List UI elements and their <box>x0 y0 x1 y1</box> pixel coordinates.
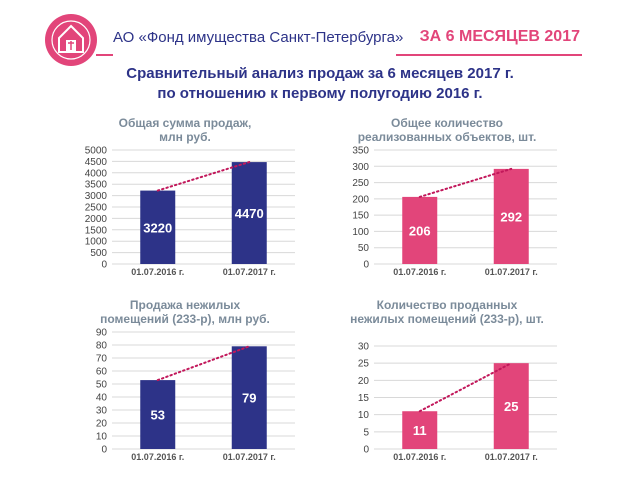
trend-line <box>156 345 251 382</box>
bar-value-label: 292 <box>500 209 522 224</box>
y-tick-label: 1000 <box>85 237 108 248</box>
y-tick-label: 500 <box>90 248 107 259</box>
y-tick-label: 3000 <box>85 191 108 202</box>
y-tick-label: 1500 <box>85 225 108 236</box>
report-period: ЗА 6 МЕСЯЦЕВ 2017 <box>419 28 580 45</box>
y-tick-label: 0 <box>101 260 107 271</box>
x-category-label: 01.07.2017 г. <box>223 267 276 277</box>
header-divider-right <box>396 54 582 56</box>
bar <box>493 363 529 449</box>
y-tick-label: 2500 <box>85 203 108 214</box>
y-tick-label: 30 <box>96 406 108 417</box>
y-tick-label: 5 <box>363 427 369 438</box>
x-category-label: 01.07.2017 г. <box>223 452 276 462</box>
x-category-label: 01.07.2017 г. <box>485 452 538 462</box>
chart-title-line-1: Общее количество <box>390 116 503 130</box>
bar-value-label: 4470 <box>235 206 264 221</box>
main-title-line-2: по отношению к первому полугодию 2016 г. <box>157 85 483 102</box>
chart-svg: 0 10 20 30 40 50 60 70 80 90 53 01.07.2016 г. 79 01.0… <box>96 328 295 462</box>
y-tick-label: 50 <box>96 380 108 391</box>
x-category-label: 01.07.2016 г. <box>393 452 446 462</box>
header-divider-left <box>96 54 113 56</box>
chart-svg: 0500100015002000250030003500400045005000… <box>85 146 295 277</box>
chart-nonresidential-sales: Продажа нежилых помещений (233-р), млн р… <box>60 292 310 477</box>
y-tick-label: 4500 <box>85 157 108 168</box>
y-tick-label: 20 <box>96 419 108 430</box>
chart-title: Количество проданных нежилых помещений (… <box>322 298 572 326</box>
y-tick-label: 90 <box>96 328 108 339</box>
bar <box>140 380 176 449</box>
y-tick-label: 80 <box>96 341 108 352</box>
bar <box>231 346 267 449</box>
y-tick-label: 50 <box>358 243 370 254</box>
trend-line <box>156 161 251 192</box>
y-tick-label: 0 <box>363 445 369 456</box>
y-tick-label: 40 <box>96 393 108 404</box>
x-category-label: 01.07.2017 г. <box>485 267 538 277</box>
bar-value-label: 25 <box>504 399 518 414</box>
chart-title-line-2: нежилых помещений (233-р), шт. <box>350 312 544 326</box>
y-tick-label: 70 <box>96 354 108 365</box>
y-tick-label: 100 <box>352 227 369 238</box>
bar-value-label: 53 <box>151 408 165 423</box>
chart-svg: 0 50 100 150 200 250 300 350 206 01.07.2016 г. 292… <box>352 146 557 277</box>
bar <box>140 190 176 264</box>
x-category-label: 01.07.2016 г. <box>393 267 446 277</box>
main-title-line-1: Сравнительный анализ продаж за 6 месяцев… <box>126 65 514 82</box>
y-tick-label: 2000 <box>85 214 108 225</box>
bar-value-label: 3220 <box>143 220 172 235</box>
trend-line <box>418 167 513 198</box>
y-tick-label: 5000 <box>85 146 108 157</box>
y-tick-label: 150 <box>352 211 369 222</box>
y-tick-label: 25 <box>358 359 370 370</box>
chart-title: Общая сумма продаж, млн руб. <box>60 116 310 144</box>
chart-nonresidential-count: Количество проданных нежилых помещений (… <box>322 292 572 477</box>
chart-title-line-2: млн руб. <box>159 130 211 144</box>
y-tick-label: 350 <box>352 146 369 157</box>
bar-value-label: 206 <box>409 223 431 238</box>
x-category-label: 01.07.2016 г. <box>131 267 184 277</box>
y-tick-label: 3500 <box>85 180 108 191</box>
chart-title-line-2: реализованных объектов, шт. <box>357 130 537 144</box>
chart-svg: 0 5 10 15 20 25 30 11 01.07.2016 г. 25 01.07.2017 … <box>358 342 557 462</box>
y-tick-label: 0 <box>101 445 107 456</box>
chart-total-objects: Общее количество реализованных объектов,… <box>322 112 572 282</box>
y-tick-label: 0 <box>363 260 369 271</box>
bar <box>493 168 529 264</box>
y-tick-label: 10 <box>358 410 370 421</box>
fund-logo-icon <box>45 14 97 66</box>
chart-title-line-1: Количество проданных <box>376 298 518 312</box>
chart-title-line-1: Продажа нежилых <box>129 298 241 312</box>
x-category-label: 01.07.2016 г. <box>131 452 184 462</box>
chart-title-line-2: помещений (233-р), млн руб. <box>100 312 270 326</box>
header: АО «Фонд имущества Санкт-Петербурга» ЗА … <box>0 0 640 76</box>
trend-line <box>418 362 513 413</box>
y-tick-label: 4000 <box>85 168 108 179</box>
org-name: АО «Фонд имущества Санкт-Петербурга» <box>113 29 404 46</box>
y-tick-label: 300 <box>352 162 369 173</box>
y-tick-label: 250 <box>352 178 369 189</box>
y-tick-label: 10 <box>96 432 108 443</box>
bar <box>231 162 267 264</box>
bar-value-label: 11 <box>413 423 427 438</box>
chart-title: Продажа нежилых помещений (233-р), млн р… <box>60 298 310 326</box>
bar <box>402 196 438 264</box>
y-tick-label: 200 <box>352 194 369 205</box>
y-tick-label: 60 <box>96 367 108 378</box>
bar <box>402 411 438 449</box>
y-tick-label: 15 <box>358 393 370 404</box>
main-title: Сравнительный анализ продаж за 6 месяцев… <box>0 64 640 104</box>
y-tick-label: 30 <box>358 342 370 353</box>
bar-value-label: 79 <box>242 391 256 406</box>
chart-total-sales: Общая сумма продаж, млн руб. 0 500 1000 150… <box>60 112 310 282</box>
chart-title: Общее количество реализованных объектов,… <box>322 116 572 144</box>
chart-title-line-1: Общая сумма продаж, <box>118 116 252 130</box>
y-tick-label: 20 <box>358 376 370 387</box>
